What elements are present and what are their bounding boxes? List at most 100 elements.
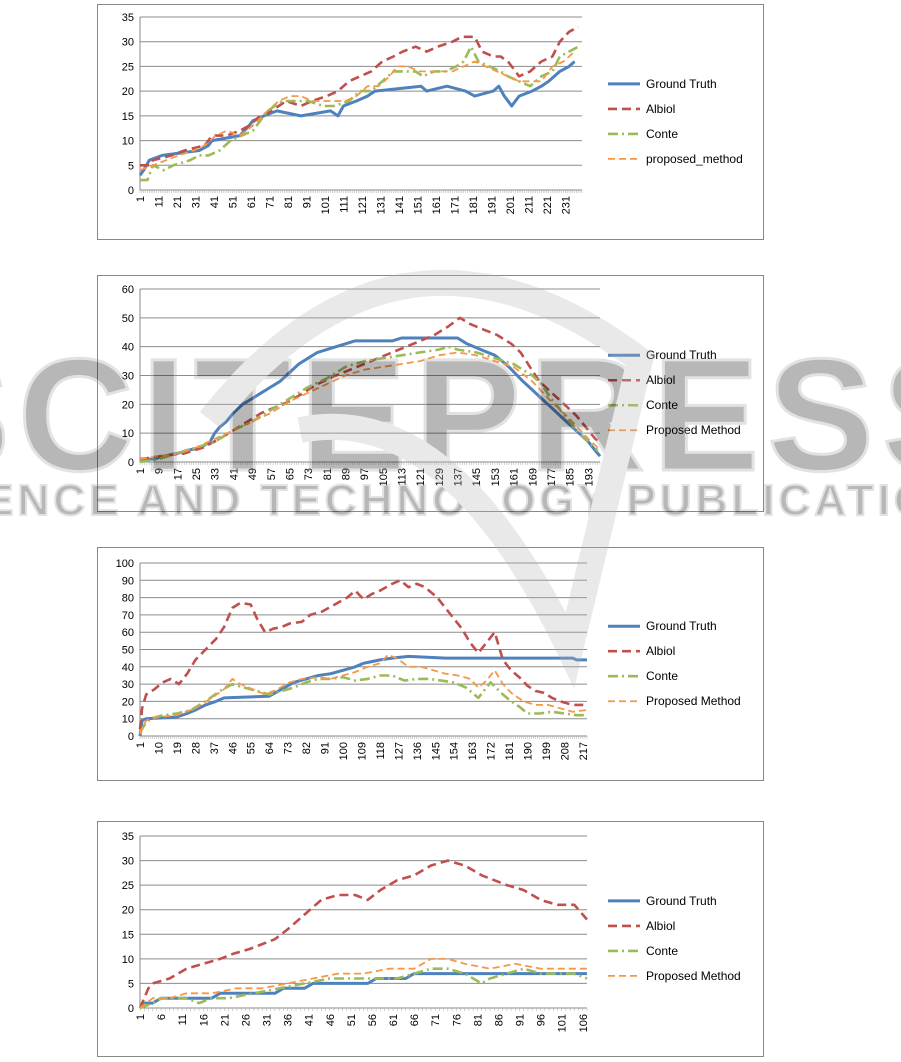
- legend: Ground Truth Albiol Conte Proposed Method: [608, 619, 741, 708]
- y-tick-label: 40: [122, 342, 134, 354]
- x-tick-label: 1: [135, 468, 147, 474]
- x-tick-label: 1: [135, 196, 147, 202]
- x-tick-label: 31: [262, 1014, 274, 1026]
- x-tick-label: 55: [246, 742, 258, 754]
- series-line-proposed-method: [139, 50, 576, 172]
- series-line-ground-truth: [138, 654, 587, 737]
- x-tick-label: 169: [527, 468, 539, 486]
- y-tick-label: 5: [128, 160, 134, 172]
- x-tick-label: 21: [219, 1014, 231, 1026]
- x-tick-label: 73: [303, 468, 315, 480]
- x-tick-label: 89: [340, 468, 352, 480]
- x-tick-label: 211: [523, 196, 535, 214]
- x-tick-label: 73: [283, 742, 295, 754]
- x-tick-label: 137: [453, 468, 465, 486]
- y-tick-label: 20: [122, 696, 134, 708]
- y-tick-label: 5: [128, 978, 134, 990]
- legend-label: Albiol: [646, 373, 675, 387]
- series-line-conte: [138, 674, 587, 734]
- legend-label: Conte: [646, 127, 678, 141]
- x-tick-label: 61: [388, 1014, 400, 1026]
- x-tick-label: 172: [486, 742, 498, 760]
- x-tick-label: 111: [338, 196, 350, 213]
- x-tick-label: 46: [325, 1014, 337, 1026]
- x-tick-label: 25: [191, 468, 203, 480]
- x-tick-label: 221: [542, 196, 554, 214]
- y-tick-label: 0: [128, 185, 134, 197]
- series-line-albiol: [138, 859, 588, 1009]
- x-tick-label: 199: [541, 742, 553, 760]
- x-tick-label: 171: [449, 196, 461, 214]
- x-tick-label: 46: [227, 742, 239, 754]
- y-tick-label: 70: [122, 610, 134, 622]
- x-tick-label: 66: [409, 1014, 421, 1026]
- series-line-ground-truth: [138, 60, 576, 177]
- y-tick-label: 0: [128, 457, 134, 469]
- x-tick-label: 113: [397, 468, 409, 486]
- x-tick-label: 41: [209, 196, 221, 208]
- x-tick-label: 193: [583, 468, 595, 486]
- y-tick-label: 10: [122, 714, 134, 726]
- x-tick-label: 208: [559, 742, 571, 760]
- y-tick-label: 15: [122, 111, 134, 123]
- x-tick-label: 91: [320, 742, 332, 754]
- y-tick-label: 15: [122, 929, 134, 941]
- x-tick-label: 17: [172, 468, 184, 480]
- legend-label: Proposed Method: [646, 423, 741, 437]
- y-tick-label: 10: [122, 954, 134, 966]
- series-line-conte: [139, 967, 588, 1010]
- x-tick-label: 145: [471, 468, 483, 486]
- x-tick-label: 10: [153, 742, 165, 754]
- y-tick-label: 40: [122, 662, 134, 674]
- x-tick-label: 185: [565, 468, 577, 486]
- x-tick-label: 181: [468, 196, 480, 214]
- x-tick-label: 11: [177, 1014, 189, 1025]
- legend-label: proposed_method: [646, 152, 743, 166]
- x-tick-label: 64: [264, 742, 276, 754]
- x-tick-label: 28: [190, 742, 202, 754]
- y-tick-label: 35: [122, 12, 134, 24]
- x-tick-label: 41: [304, 1014, 316, 1026]
- x-tick-label: 37: [209, 742, 221, 754]
- legend-label: Albiol: [646, 102, 675, 116]
- x-tick-label: 101: [557, 1014, 569, 1032]
- x-tick-label: 145: [430, 742, 442, 760]
- x-tick-label: 97: [359, 468, 371, 480]
- x-tick-label: 91: [301, 196, 313, 208]
- x-tick-label: 82: [301, 742, 313, 754]
- y-tick-label: 30: [122, 37, 134, 49]
- legend-label: Conte: [646, 398, 678, 412]
- series-line-albiol: [138, 579, 587, 730]
- y-tick-label: 0: [128, 731, 134, 743]
- x-tick-label: 121: [415, 468, 427, 486]
- chart-2: 0 10 20 30 40 50 60 1 9 17 25 33 41 49 57 65 73 81 89 97 105…: [97, 275, 764, 512]
- x-tick-label: 153: [490, 468, 502, 486]
- series-line-albiol: [140, 25, 579, 167]
- x-tick-label: 161: [431, 196, 443, 214]
- x-tick-label: 26: [240, 1014, 252, 1026]
- x-tick-label: 49: [247, 468, 259, 480]
- x-tick-label: 190: [523, 742, 535, 760]
- legend-label: Ground Truth: [646, 348, 717, 362]
- legend-label: Proposed Method: [646, 969, 741, 983]
- x-tick-label: 36: [283, 1014, 295, 1026]
- x-tick-label: 61: [246, 196, 258, 208]
- x-tick-label: 161: [509, 468, 521, 486]
- y-tick-label: 35: [122, 831, 134, 843]
- x-tick-label: 217: [578, 742, 590, 760]
- x-tick-label: 1: [135, 1014, 147, 1020]
- y-tick-label: 30: [122, 679, 134, 691]
- x-tick-label: 201: [505, 196, 517, 214]
- legend-label: Conte: [646, 669, 678, 683]
- y-tick-label: 30: [122, 856, 134, 868]
- legend-label: Ground Truth: [646, 619, 717, 633]
- y-tick-label: 30: [122, 371, 134, 383]
- x-tick-label: 163: [467, 742, 479, 760]
- y-tick-label: 20: [122, 905, 134, 917]
- x-tick-label: 81: [322, 468, 334, 480]
- legend: Ground Truth Albiol Conte Proposed Method: [608, 894, 741, 983]
- x-tick-label: 127: [393, 742, 405, 760]
